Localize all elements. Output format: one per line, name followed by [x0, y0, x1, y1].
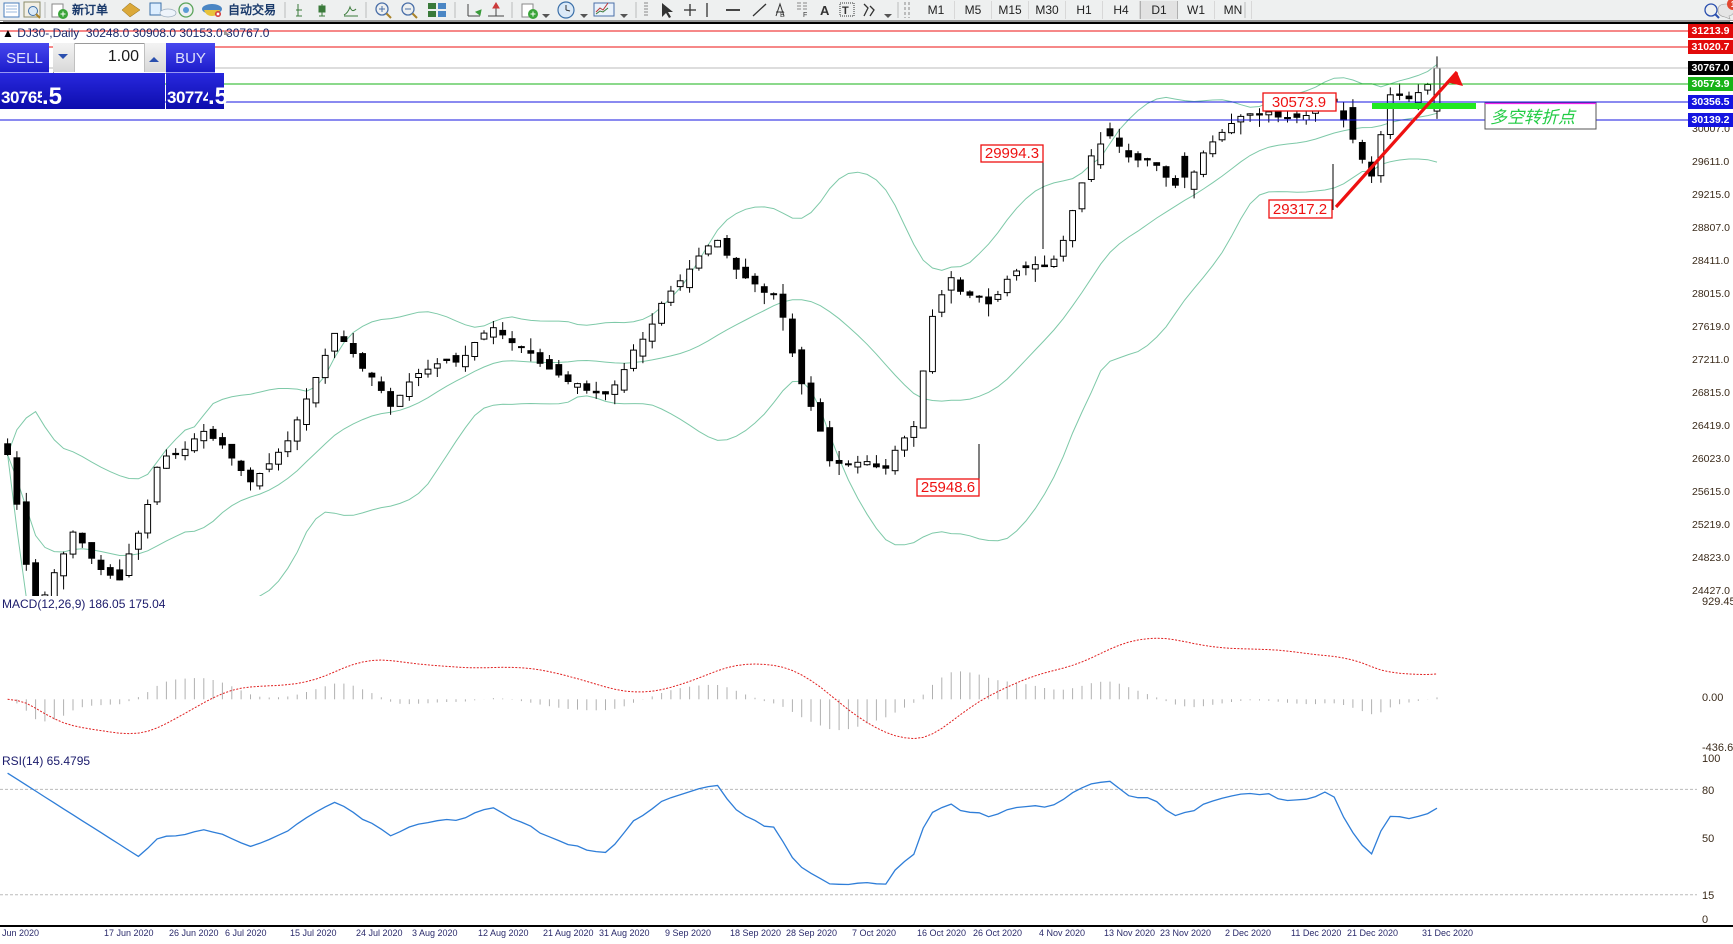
svg-text:多空转折点: 多空转折点: [1490, 108, 1577, 127]
svg-text:29317.2: 29317.2: [1273, 201, 1327, 218]
svg-text:25948.6: 25948.6: [921, 479, 975, 496]
svg-text:29994.3: 29994.3: [985, 145, 1039, 162]
svg-text:30573.9: 30573.9: [1272, 94, 1326, 111]
